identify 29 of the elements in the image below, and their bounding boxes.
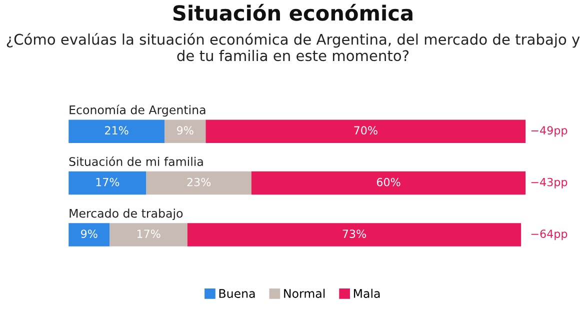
data-label: 17%: [96, 178, 120, 186]
data-label: 23%: [187, 178, 211, 186]
y-tick-label: Economía de Argentina: [70, 104, 206, 117]
y-tick-label: Situación de mi familia: [69, 156, 203, 166]
chart-subtitle: ¿Cómo evalúas la situación económica de Argentina, del mercado de trabajo y de tu familia en este momento?: [6, 32, 580, 62]
bar: [206, 120, 526, 143]
bar: [68, 120, 165, 143]
bar: [110, 223, 188, 246]
data-label: 9%: [81, 230, 98, 238]
bar: [146, 171, 252, 195]
text: −49pp: [531, 126, 568, 137]
data-label: 9%: [177, 126, 194, 135]
bar: [251, 171, 526, 195]
legend-label: Mala: [354, 288, 380, 298]
bar: [68, 171, 146, 195]
legend-label: Normal: [284, 288, 325, 298]
bar: [164, 120, 206, 143]
bar: [187, 223, 522, 246]
data-label: 70%: [354, 126, 378, 135]
text: −64pp: [531, 230, 568, 240]
data-label: 21%: [105, 126, 128, 135]
chart-title: Situación económica: [173, 4, 412, 21]
y-tick-label: Mercado de trabajo: [70, 208, 183, 220]
data-label: 73%: [342, 230, 366, 238]
legend-label: Buena: [219, 289, 255, 298]
data-label: 17%: [137, 230, 160, 238]
data-label: 60%: [376, 178, 400, 186]
text: −43pp: [531, 178, 568, 188]
bar: [68, 223, 110, 246]
